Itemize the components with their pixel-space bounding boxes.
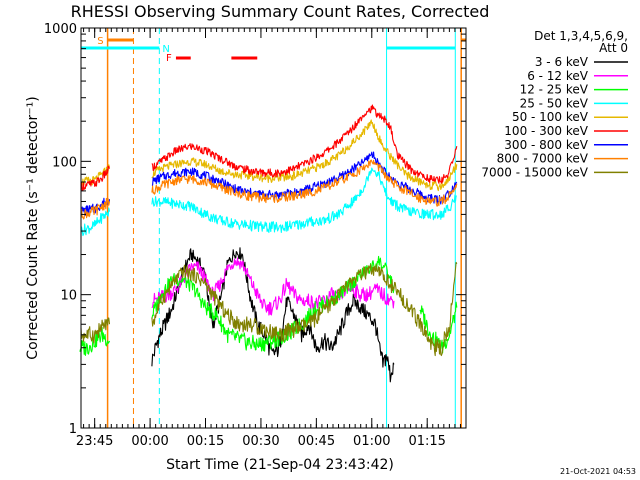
legend-label: 25 - 50 keV bbox=[520, 96, 589, 110]
series-segment bbox=[80, 197, 111, 220]
legend-label: 800 - 7000 keV bbox=[497, 152, 589, 166]
series-segment bbox=[151, 104, 458, 184]
x-axis-label: Start Time (21-Sep-04 23:43:42) bbox=[166, 457, 394, 473]
series-line-12-25- bbox=[79, 255, 458, 356]
flare-flag-label: F bbox=[166, 53, 172, 64]
x-tick-label: 00:00 bbox=[131, 434, 168, 449]
night-flag-label: N bbox=[162, 44, 169, 55]
series-segment bbox=[79, 327, 111, 356]
legend-label: 7000 - 15000 keV bbox=[481, 165, 588, 179]
series-segment bbox=[80, 164, 111, 187]
legend-label: 100 - 300 keV bbox=[504, 124, 588, 138]
series-segment bbox=[151, 255, 395, 352]
x-tick-label: 01:15 bbox=[408, 434, 445, 449]
chart-title: RHESSI Observing Summary Count Rates, Co… bbox=[71, 2, 490, 21]
series-segment bbox=[151, 119, 458, 192]
flag-layer: S NF bbox=[81, 28, 467, 428]
series-line-800-7000- bbox=[80, 159, 458, 220]
legend-label: 300 - 800 keV bbox=[504, 138, 588, 152]
series-segment bbox=[151, 261, 458, 357]
x-tick-label: 00:15 bbox=[187, 434, 224, 449]
series-segment bbox=[151, 257, 395, 316]
series-segment bbox=[151, 159, 458, 207]
series-layer bbox=[79, 104, 458, 383]
timestamp: 21-Oct-2021 04:53 bbox=[560, 467, 636, 476]
legend-label: 6 - 12 keV bbox=[527, 69, 589, 83]
series-segment bbox=[80, 207, 111, 237]
series-segment bbox=[80, 317, 111, 344]
series-segment bbox=[419, 301, 458, 354]
saa-flag-label: S bbox=[97, 36, 103, 47]
legend-attenuator: Att 0 bbox=[599, 41, 628, 55]
x-tick-label: 00:30 bbox=[242, 434, 279, 449]
y-tick-label: 1 bbox=[69, 422, 77, 437]
series-line-25-50- bbox=[80, 167, 457, 237]
x-tick-label: 01:00 bbox=[353, 434, 390, 449]
x-tick-label: 00:45 bbox=[298, 434, 335, 449]
series-line-6-12- bbox=[151, 257, 395, 316]
legend-label: 50 - 100 keV bbox=[512, 110, 589, 124]
y-tick-label: 1000 bbox=[44, 22, 77, 37]
series-line-100-300- bbox=[80, 104, 458, 191]
y-tick-label: 10 bbox=[60, 289, 77, 304]
series-segment bbox=[151, 167, 457, 234]
series-segment bbox=[80, 165, 111, 191]
series-line-3-6- bbox=[151, 247, 395, 383]
legend-label: 12 - 25 keV bbox=[520, 83, 589, 97]
y-tick-label: 100 bbox=[52, 155, 77, 170]
series-segment bbox=[151, 247, 395, 383]
series-line-50-100- bbox=[80, 119, 458, 192]
legend-label: 3 - 6 keV bbox=[535, 55, 589, 69]
y-axis-label: Corrected Count Rate (s⁻¹ detector⁻¹) bbox=[25, 96, 41, 359]
plot-frame bbox=[80, 27, 467, 429]
legend-detectors: Det 1,3,4,5,6,9, bbox=[534, 29, 628, 43]
axes-layer: 1 10 100 1000 23:45 00:00 00:15 00:30 00:45 01:00… bbox=[44, 22, 467, 449]
series-line-7000-15000- bbox=[80, 261, 458, 357]
series-segment bbox=[151, 151, 458, 205]
x-tick-label: 23:45 bbox=[76, 434, 113, 449]
